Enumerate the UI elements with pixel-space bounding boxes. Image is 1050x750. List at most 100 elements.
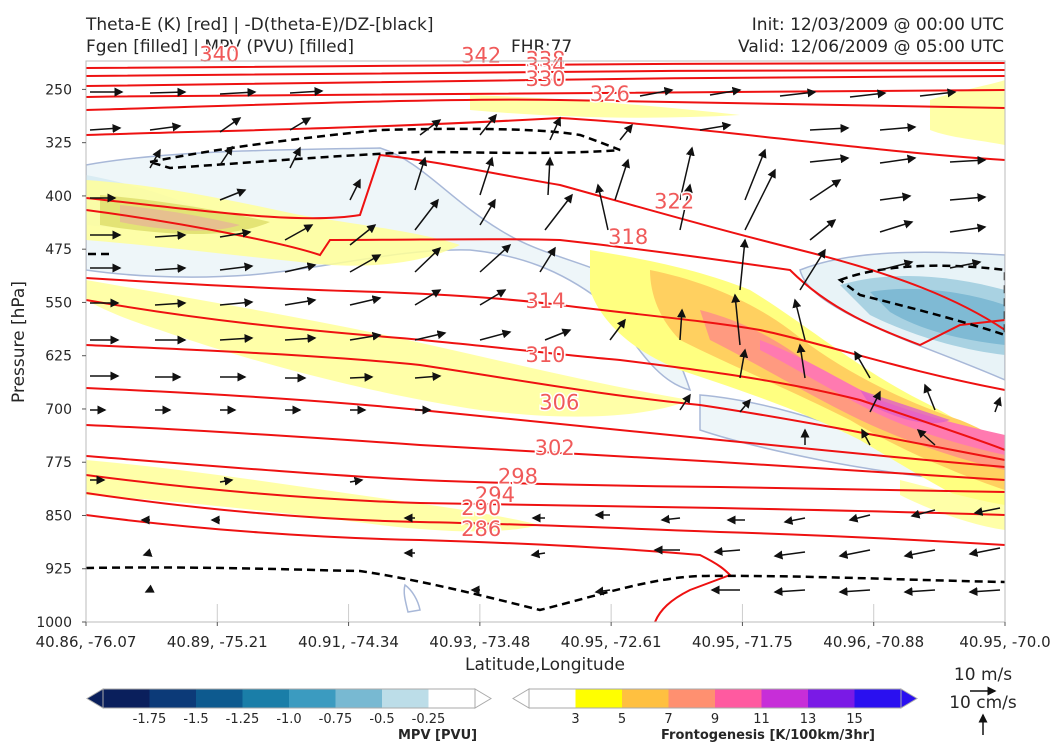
fgen-lower-right: [900, 480, 1005, 530]
colorbar-extend-max: [900, 688, 918, 709]
contour-label-338: 338: [525, 48, 565, 72]
colorbar-fgen: 3 5 7 9 11 13 15: [512, 688, 918, 727]
colorbar-tick-label: 13: [800, 712, 817, 727]
y-tick-label: 700: [45, 402, 72, 418]
contour-label-330: 330: [525, 67, 565, 91]
colorbar-swatch: [622, 689, 669, 708]
chart-title-line1: Theta-E (K) [red] | -D(theta-E)/DZ-[blac…: [86, 15, 434, 35]
colorbar-mpv-label: MPV [PVU]: [398, 728, 478, 743]
colorbar-swatch: [854, 689, 902, 708]
colorbar-tick-label: -1.5: [183, 712, 208, 727]
theta-e-contour-labels: 340 342 3383343303263223183143103063022982…: [198, 41, 696, 542]
colorbar-tick-label: -0.75: [319, 712, 353, 727]
colorbar-tick-label: -0.5: [369, 712, 394, 727]
valid-time: Valid: 12/06/2009 @ 05:00 UTC: [738, 37, 1004, 57]
contour-label-286: 286: [461, 517, 501, 541]
x-tick-label: 40.95, -70.0: [959, 633, 1050, 651]
contour-label-310: 310: [525, 343, 565, 367]
x-axis-label: Latitude,Longitude: [465, 655, 625, 675]
y-tick-label: 775: [45, 455, 72, 471]
fgen-band-lower: [86, 460, 540, 532]
colorbar-mpv: -1.75 -1.5 -1.25 -1.0 -0.75 -0.5 -0.25: [86, 688, 492, 727]
y-axis-label: Pressure [hPa]: [9, 281, 29, 403]
fgen-frontal-pink: [760, 340, 1005, 455]
mpv-small-blob: [403, 583, 421, 613]
vector-ref-horizontal-label: 10 m/s: [954, 665, 1012, 685]
y-tick-label: 325: [45, 136, 72, 152]
y-tick-label: 475: [45, 242, 72, 258]
contour-label-342: 342: [461, 43, 501, 67]
contour-label-318: 318: [608, 225, 648, 249]
colorbar-tick-label: 3: [571, 712, 579, 727]
colorbar-tick-label: -1.25: [226, 712, 260, 727]
colorbar-tick-label: 5: [618, 712, 626, 727]
colorbar-frame: [102, 688, 476, 709]
init-time: Init: 12/03/2009 @ 00:00 UTC: [751, 15, 1004, 35]
colorbar-swatch: [761, 689, 809, 708]
y-axis: 250 325 400 475 550 625 700 775 850 925 1000: [36, 82, 86, 631]
colorbar-swatch: [335, 689, 383, 708]
vector-ref-vertical-label: 10 cm/s: [949, 693, 1017, 713]
x-tick-label: 40.89, -75.21: [167, 633, 268, 651]
stability-contours: [86, 127, 1005, 612]
y-tick-label: 550: [45, 295, 72, 311]
colorbar-swatch: [808, 689, 855, 708]
x-tick-label: 40.93, -73.48: [429, 633, 530, 651]
colorbar-extend-min: [512, 688, 530, 709]
forecast-hour: FHR:77: [511, 37, 573, 57]
x-tick-label: 40.95, -71.75: [692, 633, 793, 651]
y-tick-label: 850: [45, 508, 72, 524]
contour-label-326: 326: [590, 82, 630, 106]
colorbar-tick-label: -1.75: [133, 712, 167, 727]
colorbar-swatch: [103, 689, 150, 708]
contour-label-290: 290: [461, 496, 501, 520]
theta-e-contours: [86, 62, 1005, 622]
colorbar-swatch: [382, 689, 429, 708]
colorbar-swatch: [668, 689, 716, 708]
colorbar-extend-min: [86, 688, 104, 709]
y-tick-label: 1000: [36, 615, 72, 631]
x-tick-label: 40.96, -70.88: [823, 633, 924, 651]
x-axis: 40.86, -76.07 40.89, -75.21 40.91, -74.34 4…: [36, 604, 1050, 651]
colorbar-tick-label: 15: [846, 712, 863, 727]
colorbar-tick-label: 7: [664, 712, 672, 727]
plot-frame: [85, 60, 1006, 623]
colorbar-swatch: [289, 689, 336, 708]
colorbar-swatch: [149, 689, 197, 708]
colorbar-tick-label: 11: [753, 712, 770, 727]
mpv-region-east-core: [870, 288, 1005, 345]
colorbar-swatch: [715, 689, 762, 708]
contour-label-314: 314: [525, 289, 565, 313]
colorbar-tick-label: -1.0: [276, 712, 301, 727]
y-tick-label: 925: [45, 562, 72, 578]
contour-label-306: 306: [539, 391, 579, 415]
fgen-frontal-magenta: [860, 390, 950, 424]
y-tick-label: 625: [45, 349, 72, 365]
colorbar-tick-label: -0.25: [412, 712, 446, 727]
fgen-band-upper-pink: [120, 205, 240, 231]
contour-label-334: 334: [525, 53, 565, 77]
contour-label-340: 340: [199, 43, 239, 67]
colorbar-swatch: [529, 689, 576, 708]
wind-vectors: [89, 86, 1002, 596]
x-tick-label: 40.95, -72.61: [561, 633, 662, 651]
colorbar-tick-label: 9: [711, 712, 719, 727]
contour-label-298: 298: [498, 465, 538, 489]
colorbar-swatch: [242, 689, 290, 708]
colorbar-swatch: [196, 689, 243, 708]
colorbar-fgen-label: Frontogenesis [K/100km/3hr]: [661, 728, 875, 743]
colorbar-swatch: [428, 689, 476, 708]
chart-title-line2: Fgen [filled] | MPV (PVU) [filled]: [86, 37, 355, 57]
contour-label-322: 322: [654, 190, 694, 214]
y-tick-label: 250: [45, 82, 72, 98]
y-tick-label: 400: [45, 189, 72, 205]
x-tick-label: 40.91, -74.34: [298, 633, 399, 651]
colorbar-swatch: [575, 689, 623, 708]
fgen-band-upper: [86, 180, 460, 266]
x-tick-label: 40.86, -76.07: [36, 633, 137, 651]
colorbar-frame: [528, 688, 902, 709]
fgen-band-mid: [86, 280, 690, 417]
contour-label-302: 302: [535, 436, 575, 460]
contour-label-294: 294: [475, 483, 515, 507]
